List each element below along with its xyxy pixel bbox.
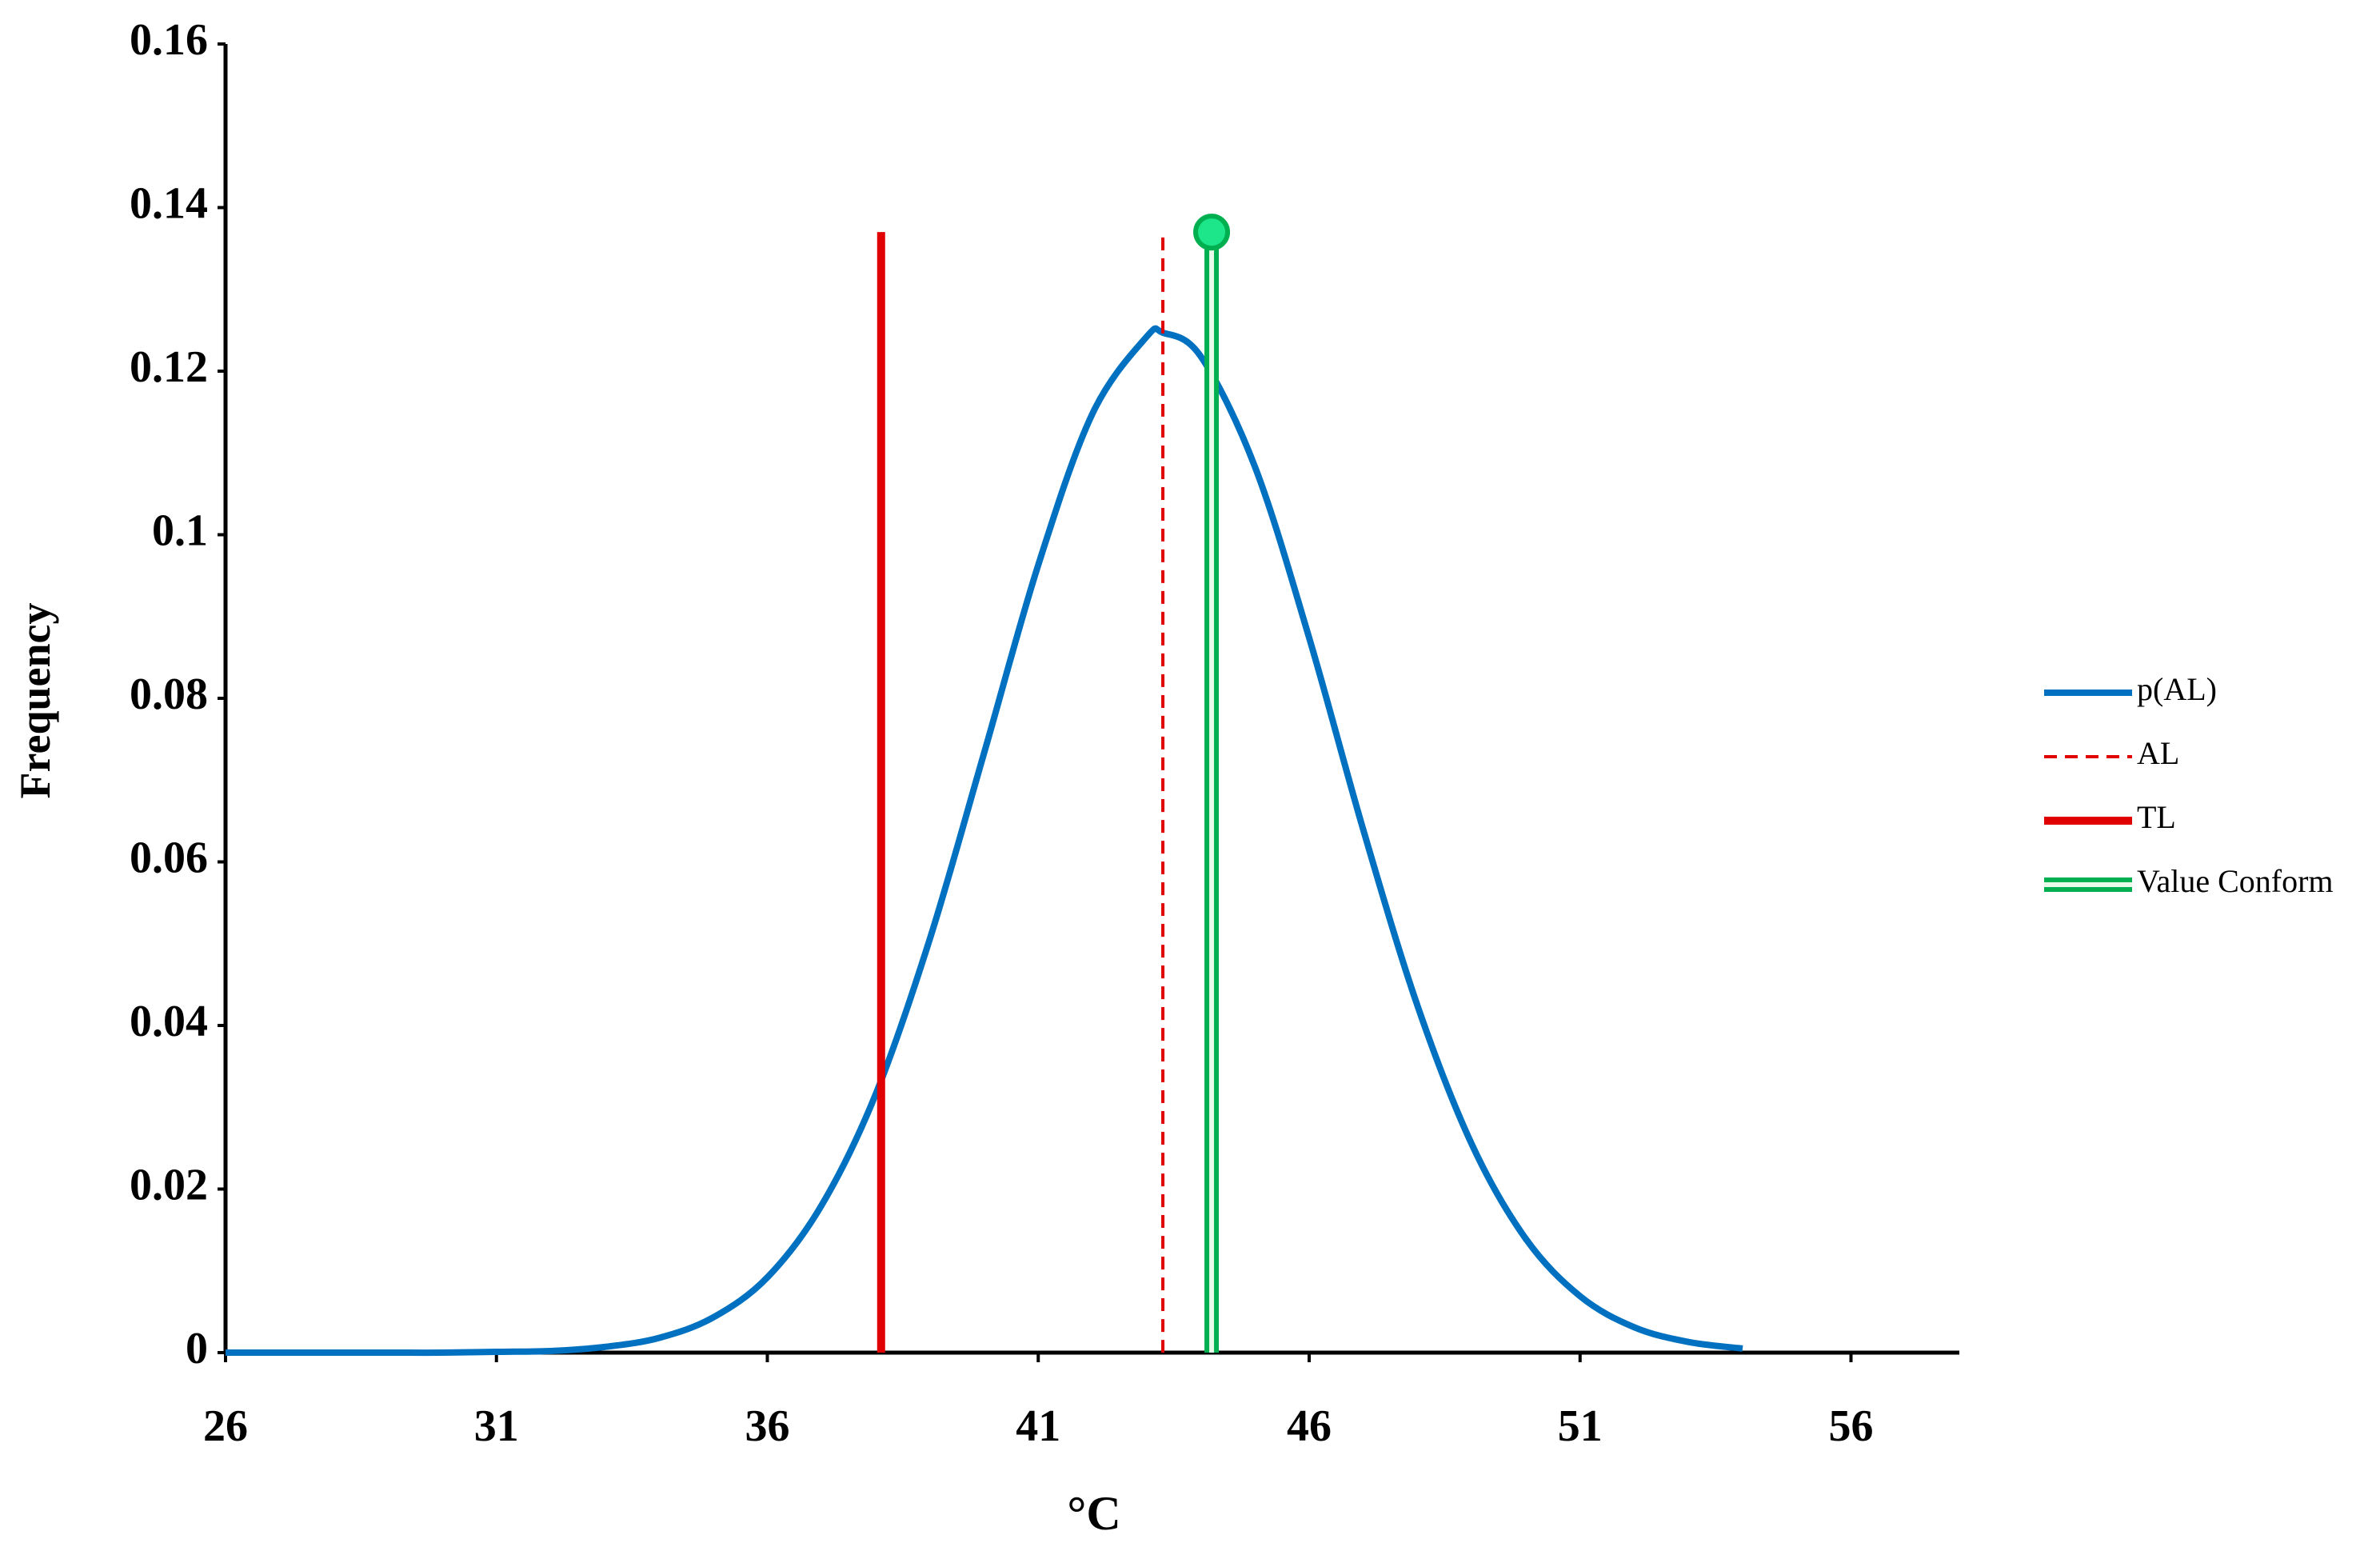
y-axis-label: Frequency	[11, 603, 59, 799]
y-tick-label: 0.16	[130, 15, 208, 65]
y-tick-label: 0.02	[130, 1160, 208, 1209]
x-tick-label: 51	[1558, 1401, 1603, 1451]
x-tick-label: 56	[1829, 1401, 1874, 1451]
legend-label: TL	[2137, 799, 2176, 835]
y-tick-label: 0	[186, 1324, 208, 1373]
y-tick-label: 0.14	[130, 178, 208, 228]
y-tick-label: 0.08	[130, 670, 208, 719]
y-tick-label: 0.12	[130, 342, 208, 392]
legend-label: AL	[2137, 735, 2179, 771]
x-tick-label: 36	[745, 1401, 790, 1451]
x-axis-label: °C	[1067, 1487, 1120, 1540]
x-tick-label: 46	[1287, 1401, 1332, 1451]
point-marker	[1193, 214, 1231, 251]
legend-label: p(AL)	[2137, 671, 2217, 707]
y-tick-label: 0.04	[130, 997, 208, 1046]
y-tick-label: 0.1	[152, 506, 208, 555]
x-tick-label: 26	[203, 1401, 248, 1451]
y-tick-label: 0.06	[130, 833, 208, 882]
x-tick-label: 31	[474, 1401, 519, 1451]
legend-label: Value Conform	[2137, 863, 2334, 899]
x-tick-label: 41	[1016, 1401, 1060, 1451]
series-line	[225, 325, 1743, 1357]
